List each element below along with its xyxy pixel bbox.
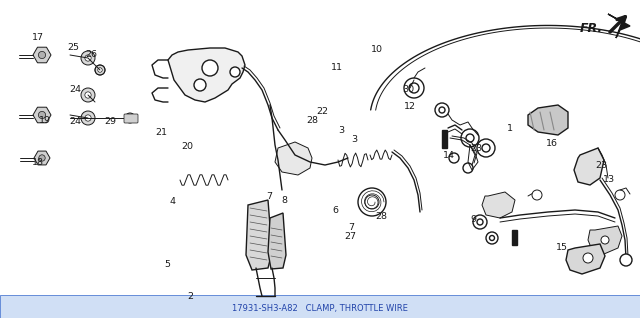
Polygon shape	[588, 226, 622, 254]
Polygon shape	[482, 192, 515, 218]
Circle shape	[202, 60, 218, 76]
Text: 3: 3	[351, 135, 358, 144]
Polygon shape	[608, 14, 630, 38]
Text: 11: 11	[332, 63, 343, 72]
Text: 29: 29	[104, 117, 116, 126]
Circle shape	[38, 111, 45, 119]
Text: 24: 24	[69, 85, 81, 93]
Polygon shape	[268, 213, 286, 269]
Circle shape	[365, 195, 379, 209]
Text: 21: 21	[156, 128, 167, 137]
Circle shape	[81, 88, 95, 102]
Text: 14: 14	[444, 151, 455, 160]
Circle shape	[486, 232, 498, 244]
Text: 13: 13	[604, 175, 615, 184]
Text: 28: 28	[307, 116, 318, 125]
Text: 16: 16	[546, 139, 557, 148]
Polygon shape	[34, 151, 50, 165]
Text: 26: 26	[86, 50, 97, 59]
Circle shape	[601, 236, 609, 244]
Circle shape	[620, 254, 632, 266]
Polygon shape	[33, 47, 51, 63]
Circle shape	[583, 253, 593, 263]
FancyBboxPatch shape	[124, 114, 138, 123]
Text: 5: 5	[164, 260, 171, 269]
Circle shape	[81, 111, 95, 125]
Text: 23: 23	[596, 162, 607, 170]
Polygon shape	[566, 244, 605, 274]
Circle shape	[85, 92, 91, 98]
Circle shape	[85, 115, 91, 121]
Text: 6: 6	[332, 206, 339, 215]
Text: 17931-SH3-A82   CLAMP, THROTTLE WIRE: 17931-SH3-A82 CLAMP, THROTTLE WIRE	[232, 303, 408, 313]
Text: 20: 20	[181, 142, 193, 151]
Text: 8: 8	[282, 196, 288, 205]
Text: 10: 10	[371, 45, 383, 54]
Polygon shape	[33, 107, 51, 123]
Text: 27: 27	[345, 232, 356, 241]
Text: 23: 23	[470, 144, 482, 153]
Polygon shape	[528, 105, 568, 135]
Bar	[512, 230, 517, 245]
Circle shape	[194, 79, 206, 91]
Polygon shape	[246, 200, 272, 270]
Circle shape	[463, 163, 473, 173]
Text: 2: 2	[188, 292, 194, 301]
Circle shape	[615, 190, 625, 200]
Text: 19: 19	[39, 116, 51, 125]
Circle shape	[532, 190, 542, 200]
Circle shape	[95, 65, 105, 75]
Circle shape	[38, 52, 45, 59]
Text: 3: 3	[338, 126, 344, 135]
Text: 12: 12	[404, 102, 415, 111]
Circle shape	[39, 155, 45, 161]
Circle shape	[81, 51, 95, 65]
Polygon shape	[168, 48, 245, 102]
Text: 24: 24	[69, 117, 81, 126]
Circle shape	[358, 188, 386, 216]
Text: 28: 28	[376, 212, 387, 221]
Circle shape	[449, 153, 459, 163]
Circle shape	[473, 215, 487, 229]
Circle shape	[98, 68, 102, 72]
Text: 15: 15	[556, 243, 568, 252]
Circle shape	[128, 116, 132, 120]
Text: 1: 1	[506, 124, 513, 133]
Text: 17: 17	[33, 33, 44, 42]
Text: 7: 7	[266, 192, 272, 201]
Text: 22: 22	[317, 107, 328, 116]
Text: 7: 7	[348, 223, 354, 232]
Circle shape	[85, 55, 91, 61]
Polygon shape	[574, 148, 604, 185]
Circle shape	[404, 78, 424, 98]
Polygon shape	[275, 142, 312, 175]
Text: 9: 9	[470, 215, 477, 224]
Circle shape	[461, 129, 479, 147]
Bar	[0, 295, 640, 318]
Text: 4: 4	[170, 197, 176, 206]
Circle shape	[477, 139, 495, 157]
Text: 25: 25	[68, 43, 79, 52]
Circle shape	[435, 103, 449, 117]
Text: 18: 18	[33, 158, 44, 167]
Circle shape	[125, 113, 135, 123]
Circle shape	[230, 67, 240, 77]
Text: FR.: FR.	[580, 22, 603, 34]
Bar	[442, 130, 447, 148]
Text: 30: 30	[403, 85, 414, 93]
